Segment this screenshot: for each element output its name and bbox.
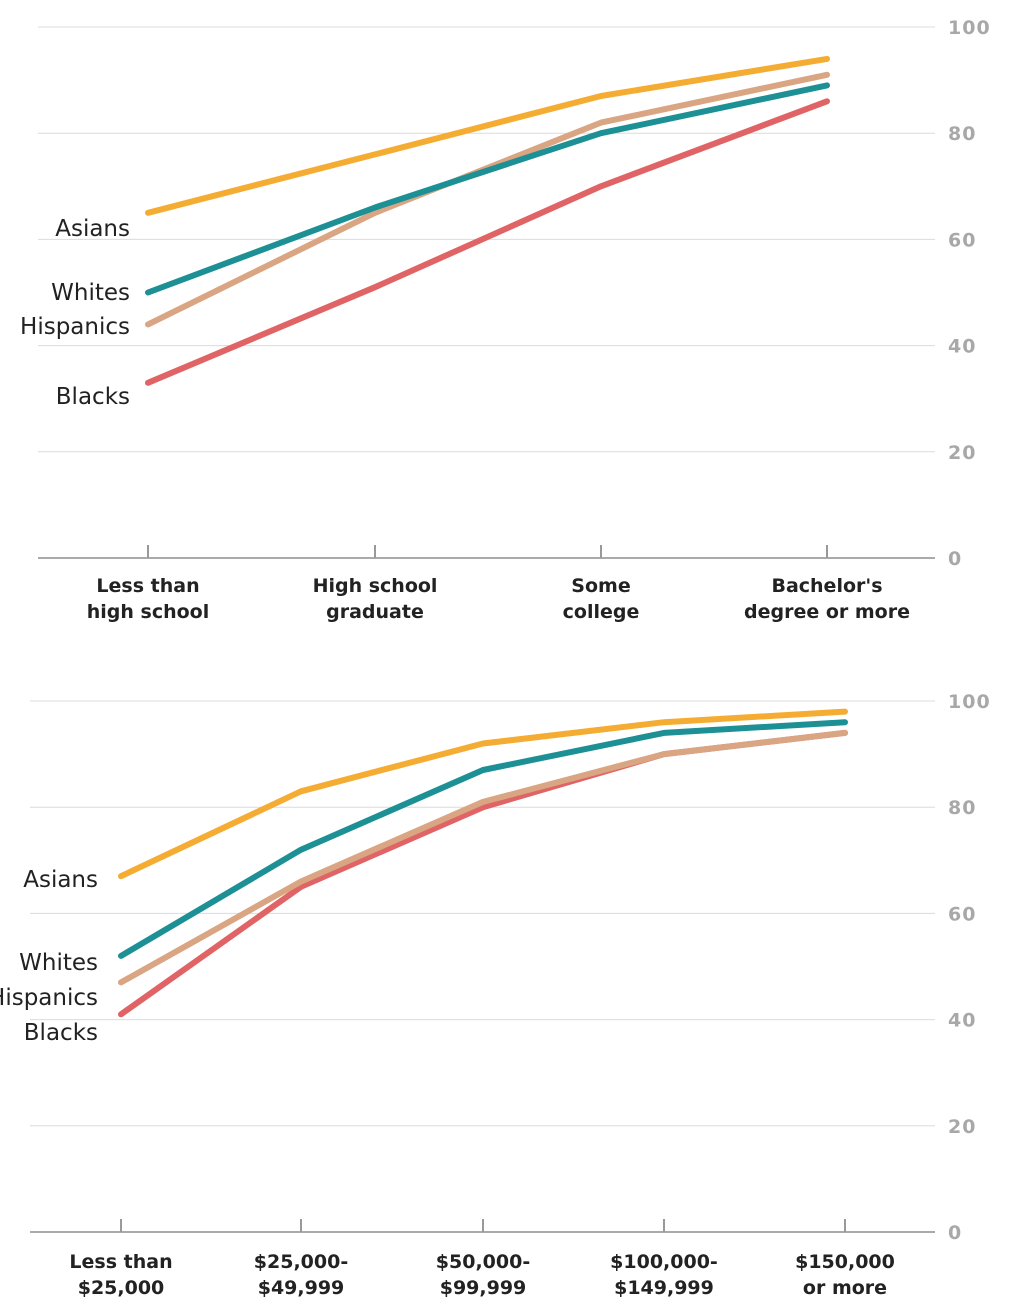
y-tick-label: 80 — [948, 123, 976, 145]
x-tick-label: $50,000-$99,999 — [436, 1251, 530, 1299]
series-line-blacks — [145, 98, 830, 386]
x-tick-label: $100,000-$149,999 — [610, 1251, 718, 1299]
y-tick-label: 0 — [948, 548, 962, 570]
series-label-whites: Whites — [51, 280, 130, 306]
series-line-whites — [118, 719, 848, 959]
series-label-asians: Asians — [23, 867, 98, 893]
x-tick-label: $25,000-$49,999 — [254, 1251, 348, 1299]
x-tick-label: $150,000 or more — [795, 1251, 895, 1299]
y-tick-label: 100 — [948, 691, 991, 713]
y-tick-label: 60 — [948, 229, 976, 251]
series-label-hispanics: Hispanics — [0, 985, 98, 1011]
series-line-asians — [145, 55, 830, 216]
y-tick-label: 0 — [948, 1222, 962, 1244]
series-label-blacks: Blacks — [56, 384, 130, 410]
x-tick-label: Less than high school — [87, 575, 210, 623]
series-label-asians: Asians — [55, 216, 130, 242]
y-tick-label: 80 — [948, 797, 976, 819]
education-chart: 0 20 40 60 80 100 Less than high school High sch… — [20, 17, 991, 623]
x-tick-label: Some college — [563, 575, 640, 623]
series-label-blacks: Blacks — [24, 1020, 98, 1046]
series-line-blacks — [118, 729, 848, 1018]
series-line-hispanics — [118, 729, 848, 986]
series-label-hispanics: Hispanics — [20, 314, 130, 340]
y-tick-label: 20 — [948, 442, 976, 464]
income-chart: 0 20 40 60 80 100 Less than $25,000 $25,000-$49,… — [0, 691, 991, 1299]
y-tick-label: 60 — [948, 903, 976, 925]
y-tick-label: 100 — [948, 17, 991, 39]
y-tick-label: 40 — [948, 336, 976, 358]
x-tick-label: Less than $25,000 — [69, 1251, 172, 1299]
series-label-whites: Whites — [19, 950, 98, 976]
x-tick-label: Bachelor's degree or more — [744, 575, 910, 623]
y-tick-label: 20 — [948, 1116, 976, 1138]
y-tick-label: 40 — [948, 1010, 976, 1032]
x-tick-label: High school graduate — [313, 575, 438, 623]
series-line-hispanics — [145, 71, 830, 328]
series-line-asians — [118, 708, 848, 880]
series-line-whites — [145, 82, 830, 296]
